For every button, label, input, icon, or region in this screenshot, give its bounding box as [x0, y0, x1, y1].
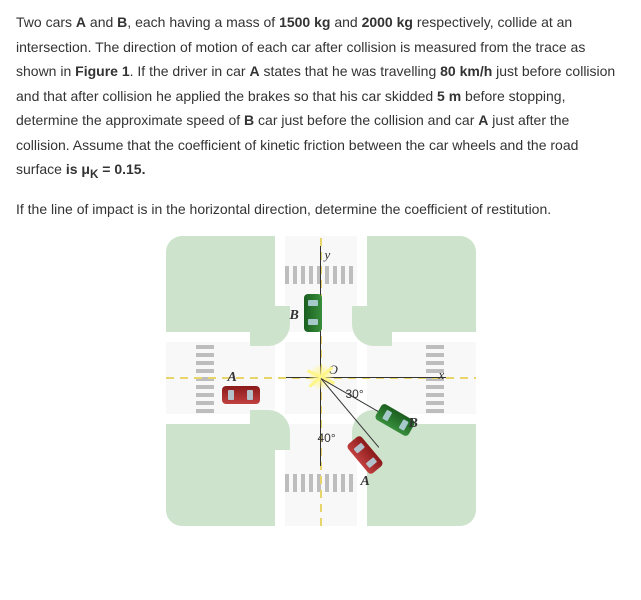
car-window-icon [308, 319, 318, 325]
label-car-a-after: A [361, 470, 370, 495]
car-window-icon [381, 409, 391, 421]
problem-statement: Two cars A and B, each having a mass of … [16, 10, 625, 222]
car-window-icon [365, 456, 377, 467]
car-window-icon [228, 390, 234, 400]
car-window-icon [353, 442, 365, 453]
axis-x-label: x [439, 364, 445, 387]
label-car-a-before: A [228, 366, 237, 391]
curb-v-left [275, 236, 285, 526]
paragraph-1: Two cars A and B, each having a mass of … [16, 10, 625, 185]
car-window-icon [398, 419, 408, 431]
axis-y-label: y [325, 244, 331, 267]
car-window-icon [308, 300, 318, 306]
angle-label-30: 30° [346, 384, 364, 405]
car-b-before [304, 294, 322, 332]
car-window-icon [247, 390, 253, 400]
corner-bl [250, 410, 290, 450]
label-car-b-after: B [409, 412, 418, 437]
figure-1-container: y x O 30° 40° A B B A [16, 236, 625, 526]
angle-label-40: 40° [318, 428, 336, 449]
paragraph-2: If the line of impact is in the horizont… [16, 197, 625, 222]
label-car-b-before: B [290, 304, 299, 329]
figure-1: y x O 30° 40° A B B A [166, 236, 476, 526]
